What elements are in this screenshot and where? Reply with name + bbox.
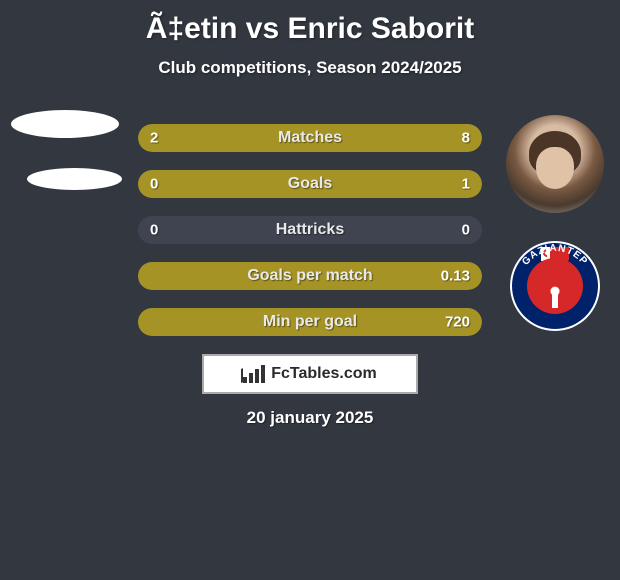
right-player-photo [506, 115, 604, 213]
page-title: Ã‡etin vs Enric Saborit [0, 0, 620, 46]
stat-label: Goals per match [247, 267, 372, 285]
stat-label: Min per goal [263, 313, 357, 331]
stat-bar-right [207, 124, 482, 152]
stat-value-right: 8 [462, 130, 470, 147]
right-player-column: GAZİANTEP [490, 115, 620, 331]
left-club-placeholder [27, 168, 122, 190]
date-label: 20 january 2025 [0, 408, 620, 428]
stat-label: Matches [278, 129, 342, 147]
attribution-text: FcTables.com [271, 365, 377, 383]
left-player-column [0, 110, 130, 212]
stat-value-right: 0 [462, 222, 470, 239]
stat-value-left: 0 [150, 176, 158, 193]
stat-label: Hattricks [276, 221, 344, 239]
stat-value-right: 720 [445, 314, 470, 331]
chart-icon [243, 365, 265, 383]
stat-row: 0 1 Goals [138, 170, 482, 198]
attribution-badge: FcTables.com [202, 354, 418, 394]
stats-rows: 2 8 Matches 0 1 Goals 0 0 Hattricks 0.13 Goals per… [138, 124, 482, 354]
stat-row: 0 0 Hattricks [138, 216, 482, 244]
left-player-placeholder [11, 110, 119, 138]
stat-row: 2 8 Matches [138, 124, 482, 152]
stat-row: 720 Min per goal [138, 308, 482, 336]
stat-value-right: 1 [462, 176, 470, 193]
stat-label: Goals [288, 175, 332, 193]
page-subtitle: Club competitions, Season 2024/2025 [0, 58, 620, 78]
stat-value-left: 2 [150, 130, 158, 147]
stat-value-left: 0 [150, 222, 158, 239]
club-badge-inner [527, 258, 583, 314]
right-club-badge: GAZİANTEP [510, 241, 600, 331]
stat-row: 0.13 Goals per match [138, 262, 482, 290]
stat-bar-left [138, 124, 207, 152]
stat-value-right: 0.13 [441, 268, 470, 285]
